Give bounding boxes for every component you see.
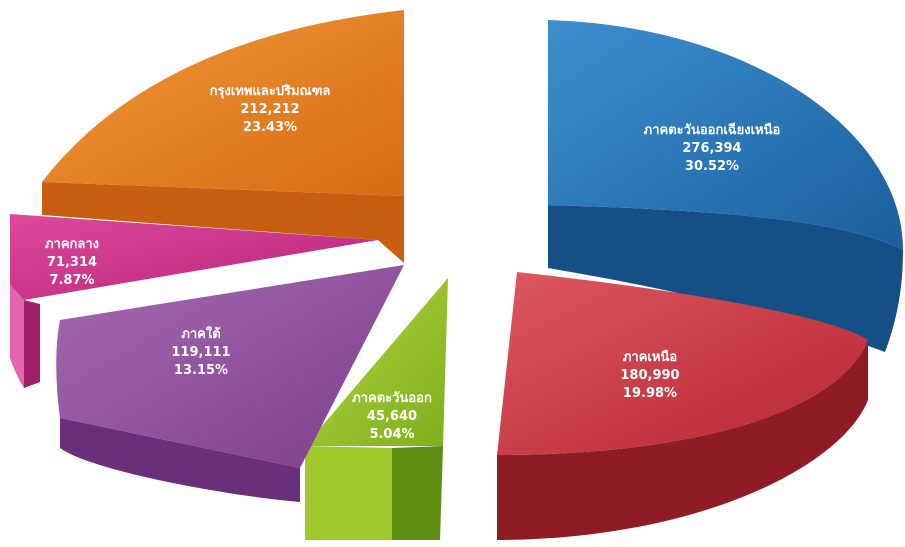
slice-central-side (10, 285, 24, 388)
label-south-percent: 13.15% (174, 363, 228, 378)
slice-south-top (56, 265, 404, 468)
slice-east-side (392, 446, 443, 540)
slice-label-bangkok: กรุงเทพและปริมณฑล 212,212 23.43% (210, 84, 331, 135)
label-northeast-value: 276,394 (682, 141, 741, 156)
label-central-value: 71,314 (47, 255, 97, 270)
slice-northeast (548, 20, 903, 352)
label-northeast-name: ภาคตะวันออกเฉียงเหนือ (644, 122, 781, 138)
label-south-name: ภาคใต้ (181, 325, 220, 342)
slice-bangkok (42, 10, 404, 263)
slice-northeast-side (548, 205, 903, 352)
slice-label-north: ภาคเหนือ 180,990 19.98% (620, 349, 679, 401)
slice-north-side (497, 340, 868, 540)
slice-label-south: ภาคใต้ 119,111 13.15% (171, 325, 230, 378)
label-east-name: ภาคตะวันออก (352, 391, 432, 406)
label-bangkok-name: กรุงเทพและปริมณฑล (210, 84, 331, 99)
slice-east-top (305, 278, 448, 446)
slice-label-central: ภาคกลาง 71,314 7.87% (45, 237, 99, 288)
slice-east-front (305, 446, 392, 540)
label-central-name: ภาคกลาง (45, 237, 99, 252)
label-central-percent: 7.87% (49, 273, 94, 288)
slice-central-front (24, 300, 40, 388)
slice-north (497, 272, 868, 540)
slice-label-northeast: ภาคตะวันออกเฉียงเหนือ 276,394 30.52% (644, 122, 781, 174)
label-east-value: 45,640 (367, 409, 417, 424)
label-bangkok-value: 212,212 (240, 102, 299, 117)
label-north-value: 180,990 (620, 368, 679, 383)
slice-north-top (497, 272, 868, 455)
slice-central-top (10, 214, 378, 300)
slice-label-east: ภาคตะวันออก 45,640 5.04% (352, 391, 432, 442)
slice-east (305, 278, 448, 540)
label-north-name: ภาคเหนือ (623, 349, 677, 365)
label-north-percent: 19.98% (623, 386, 677, 401)
slice-central (10, 214, 378, 388)
slice-south-side (60, 418, 300, 502)
label-bangkok-percent: 23.43% (243, 120, 297, 135)
slice-northeast-top (548, 20, 903, 250)
label-east-percent: 5.04% (369, 427, 414, 442)
label-south-value: 119,111 (171, 345, 230, 360)
slice-south (56, 265, 404, 502)
label-northeast-percent: 30.52% (685, 159, 739, 174)
slice-bangkok-top (42, 10, 404, 196)
slice-bangkok-side (42, 182, 404, 263)
